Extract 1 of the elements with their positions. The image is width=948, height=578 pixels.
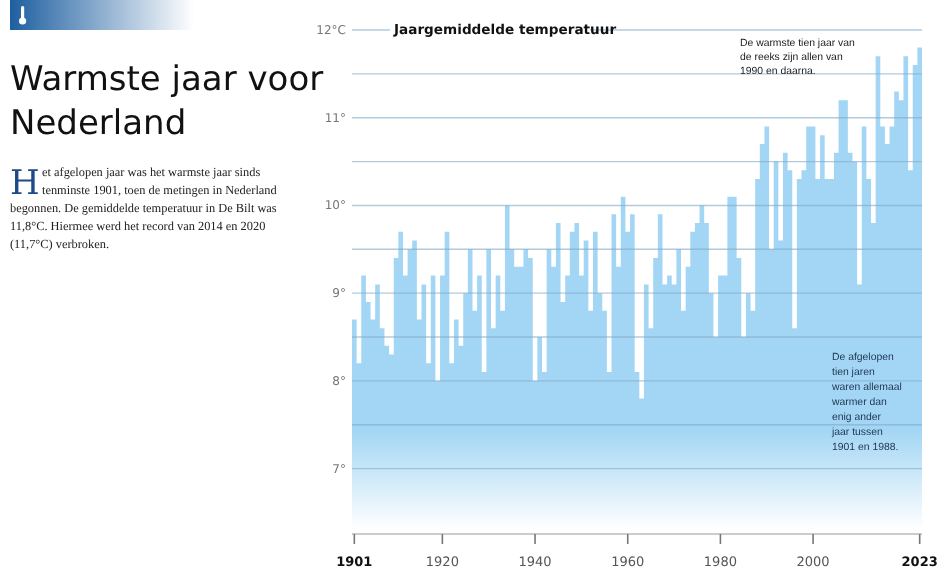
text: Warmste jaar voor Nederland: [10, 60, 324, 144]
